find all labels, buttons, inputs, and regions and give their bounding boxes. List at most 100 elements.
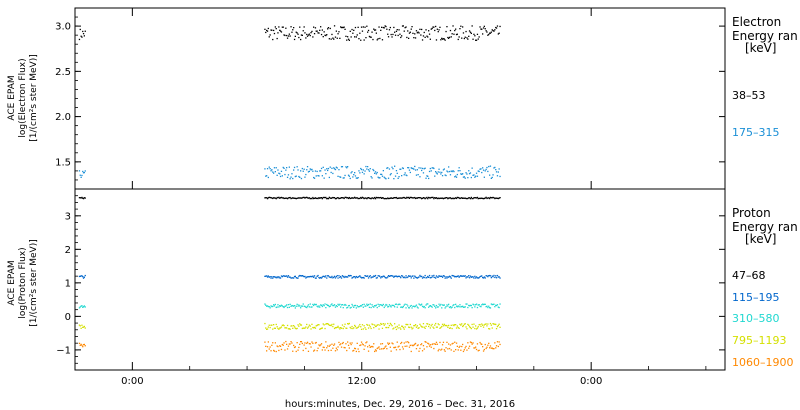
electron-series-1-point bbox=[385, 178, 387, 180]
proton-series-3-point bbox=[440, 326, 442, 329]
electron-series-1-point bbox=[471, 167, 473, 169]
electron-series-0-point bbox=[322, 36, 324, 38]
proton-series-1-point bbox=[393, 276, 395, 278]
proton-series-1-point bbox=[319, 277, 321, 279]
proton-series-0-point bbox=[485, 196, 487, 198]
electron-series-0-point bbox=[268, 36, 270, 38]
proton-series-2-point bbox=[444, 307, 446, 309]
proton-series-3-point bbox=[399, 327, 401, 329]
proton-series-1-point bbox=[442, 275, 445, 277]
electron-series-0-point bbox=[421, 28, 423, 31]
proton-series-3-point bbox=[465, 326, 467, 328]
proton-series-1-point bbox=[355, 275, 357, 278]
electron-series-0-point bbox=[355, 36, 357, 38]
electron-series-0-point bbox=[340, 26, 343, 29]
proton-series-4-point bbox=[435, 343, 437, 345]
proton-series-1-point bbox=[456, 275, 458, 277]
proton-series-2-point bbox=[471, 307, 473, 309]
electron-series-1-point bbox=[297, 169, 299, 171]
proton-series-1-point bbox=[389, 275, 391, 277]
proton-series-3-point bbox=[288, 328, 290, 330]
proton-series-0-point bbox=[280, 196, 283, 199]
proton-series-1-point bbox=[463, 275, 465, 277]
proton-series-1-point bbox=[435, 275, 438, 277]
electron-series-0-point bbox=[376, 39, 378, 41]
electron-series-1-point bbox=[312, 170, 314, 172]
proton-series-2-point bbox=[422, 306, 425, 308]
electron-series-1-point bbox=[282, 166, 284, 169]
proton-series-1-point bbox=[266, 276, 269, 278]
electron-series-1-point bbox=[445, 174, 447, 177]
proton-series-1-point bbox=[318, 276, 320, 279]
proton-series-3-point bbox=[393, 327, 395, 329]
electron-series-0-point bbox=[343, 26, 345, 28]
proton-series-1-point bbox=[276, 276, 278, 278]
proton-series-3-point bbox=[364, 327, 366, 329]
proton-series-4-point bbox=[81, 344, 83, 347]
electron-series-1-point bbox=[402, 167, 404, 170]
proton-series-0-point bbox=[374, 196, 376, 199]
proton-ylabel-1: ACE EPAM bbox=[7, 260, 17, 305]
electron-series-0-point bbox=[278, 26, 280, 28]
proton-series-0-point bbox=[293, 197, 296, 199]
proton-series-0-point bbox=[270, 197, 272, 199]
proton-series-3-point bbox=[477, 326, 479, 328]
electron-series-0-point bbox=[441, 38, 444, 40]
electron-series-0-point bbox=[304, 32, 306, 34]
electron-series-1-point bbox=[493, 167, 495, 169]
electron-series-0-point bbox=[283, 34, 285, 36]
electron-series-0-point bbox=[277, 32, 279, 34]
proton-series-3-point bbox=[83, 325, 85, 328]
proton-series-0-point bbox=[390, 197, 392, 199]
electron-series-0-point bbox=[469, 31, 472, 33]
electron-series-0-point bbox=[482, 33, 484, 35]
proton-series-1-point bbox=[391, 275, 393, 277]
electron-series-1-point bbox=[347, 166, 349, 168]
electron-series-0-point bbox=[311, 30, 313, 33]
proton-series-3-point bbox=[475, 328, 478, 330]
proton-series-3-point bbox=[307, 326, 310, 328]
proton-series-4-point bbox=[354, 348, 357, 350]
proton-series-2-point bbox=[343, 304, 345, 306]
proton-series-3-point bbox=[278, 328, 280, 330]
electron-series-0-point bbox=[494, 29, 496, 31]
proton-series-1-point bbox=[489, 275, 492, 277]
proton-series-0-point bbox=[283, 197, 285, 200]
proton-series-0-point bbox=[452, 197, 454, 199]
proton-series-4-point bbox=[477, 350, 479, 352]
electron-series-0-point bbox=[370, 36, 372, 38]
proton-series-4-point bbox=[481, 343, 483, 345]
proton-series-4-point bbox=[391, 342, 393, 344]
electron-series-0-point bbox=[484, 28, 486, 30]
proton-series-2-point bbox=[426, 303, 428, 305]
proton-series-2-point bbox=[296, 303, 298, 305]
proton-series-1-point bbox=[433, 274, 435, 277]
proton-series-0-point bbox=[491, 197, 493, 199]
proton-series-0-point bbox=[387, 197, 390, 200]
electron-series-0-point bbox=[365, 37, 367, 39]
proton-series-1-point bbox=[410, 277, 412, 279]
proton-series-1-point bbox=[388, 275, 391, 277]
proton-series-0-point bbox=[464, 197, 466, 199]
proton-series-4-point bbox=[423, 348, 425, 350]
electron-series-0-point bbox=[271, 29, 273, 31]
proton-series-1-point bbox=[289, 276, 291, 278]
proton-series-1-point bbox=[404, 277, 406, 279]
electron-series-0-point bbox=[384, 25, 386, 27]
proton-series-1-point bbox=[295, 277, 297, 279]
proton-series-1-point bbox=[354, 277, 357, 279]
electron-series-1-point bbox=[433, 167, 435, 170]
proton-series-2-point bbox=[462, 305, 464, 307]
electron-series-1-point bbox=[428, 177, 430, 180]
proton-series-2-point bbox=[354, 304, 357, 307]
electron-series-0-point bbox=[424, 36, 426, 38]
proton-series-0-point bbox=[495, 197, 497, 199]
electron-series-0-point bbox=[388, 29, 391, 31]
electron-series-1-point bbox=[333, 168, 336, 170]
proton-series-3-point bbox=[272, 328, 274, 330]
proton-series-0-point bbox=[435, 197, 437, 199]
proton-series-2-point bbox=[473, 304, 475, 306]
proton-series-4-point bbox=[409, 344, 411, 346]
proton-series-1-point bbox=[337, 277, 339, 279]
